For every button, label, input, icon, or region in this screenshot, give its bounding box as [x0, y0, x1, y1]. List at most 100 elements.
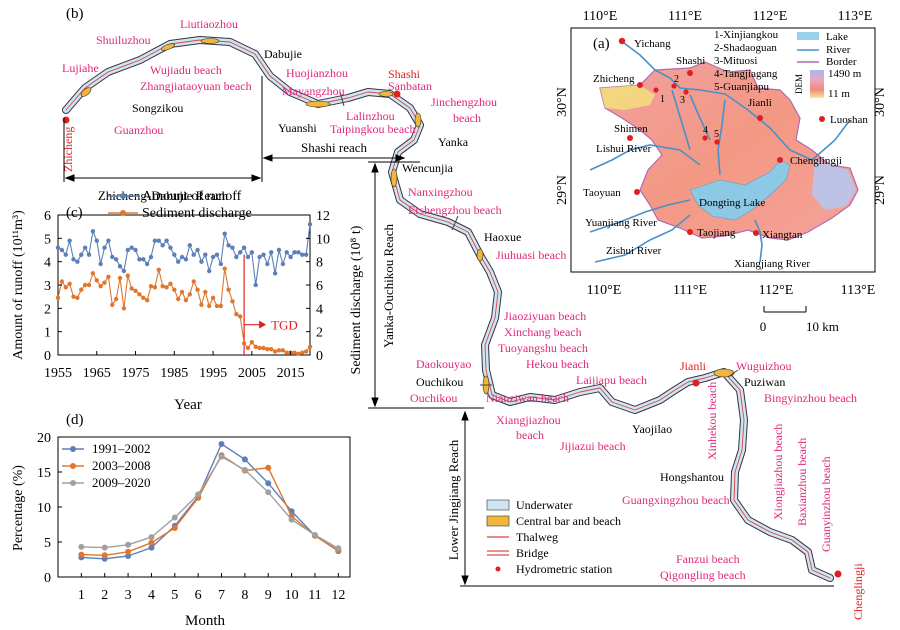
label-xiongjiazhou: Xiongjiazhou beach	[771, 424, 785, 520]
sediment-point	[238, 314, 243, 319]
bar-taipingkou	[414, 112, 422, 128]
legend-d-series2-label: 2003–2008	[92, 458, 151, 473]
shashi-station-dot	[393, 90, 401, 98]
label-ouchikou: Ouchikou	[416, 375, 463, 389]
sediment-point	[199, 302, 204, 308]
sediment-point	[141, 295, 146, 301]
lishui-river-line	[589, 144, 701, 171]
sediment-point	[269, 346, 274, 352]
runoff-point	[296, 250, 301, 255]
series-point-3	[335, 545, 342, 552]
station-2-number: 2	[674, 74, 679, 85]
map-top-tick-110: 110°E	[583, 9, 618, 24]
dem-min-label: 11 m	[828, 88, 850, 100]
shashi-reach-label: Shashi reach	[301, 140, 368, 155]
sediment-point	[148, 283, 154, 289]
river-legend-label: River	[826, 44, 851, 56]
series-point-3	[195, 491, 202, 498]
sediment-point	[179, 289, 185, 295]
sediment-point	[272, 349, 278, 354]
dem-colorbar	[810, 70, 824, 98]
station-3-dot	[683, 89, 689, 95]
underwater-label: Underwater	[516, 498, 573, 512]
runoff-point	[141, 257, 146, 262]
tgd-arrowhead	[259, 320, 267, 329]
runoff-point	[245, 254, 251, 260]
station-4-dot	[702, 135, 708, 141]
sediment-point	[164, 285, 169, 290]
sediment-point	[90, 271, 96, 276]
map-bottom-tick-110: 110°E	[587, 283, 622, 298]
map-top-tick-111: 111°E	[668, 9, 702, 24]
x-tick-label: 3	[125, 588, 132, 603]
chart-c-marks: TGD	[55, 222, 313, 357]
map-scale-bar: 0 10 km	[760, 306, 839, 334]
legend-sediment-label: Sediment discharge	[142, 206, 252, 221]
zd-arrowhead-right	[251, 174, 262, 182]
runoff-point	[288, 254, 293, 260]
river-black-labels: Dabujie Songzikou Yuanshi Yanka Wencunji…	[132, 47, 785, 484]
dem-label: DEM	[794, 74, 804, 94]
x-tick-label: 12	[331, 588, 345, 603]
series-point-2	[148, 539, 155, 546]
bar-sanbatan	[378, 91, 394, 97]
station-list-item: 1-Xinjiangkou	[714, 29, 779, 41]
runoff-point	[63, 252, 68, 257]
yuanjiang-river-line	[589, 199, 691, 233]
sediment-point	[59, 279, 65, 284]
legend-d-series1-label: 1991–2002	[92, 441, 151, 456]
series-point-3	[101, 544, 108, 551]
runoff-point	[90, 229, 96, 234]
legend-runoff-marker	[120, 193, 126, 199]
xiangjiang-river-line	[754, 219, 763, 263]
runoff-point	[110, 254, 115, 260]
runoff-point	[307, 222, 313, 227]
runoff-point	[191, 252, 196, 257]
yangtze-river-line	[619, 39, 851, 161]
series-point-1	[265, 480, 272, 487]
luoshan-label: Luoshan	[830, 114, 868, 126]
sediment-point	[75, 295, 80, 301]
runoff-point	[199, 259, 204, 264]
xiangjiang-river-label: Xiangjiang River	[734, 258, 810, 270]
label-jiaoziyuan: Jiaoziyuan beach	[504, 309, 586, 323]
runoff-point	[226, 243, 231, 248]
reach-markers	[63, 76, 834, 587]
runoff-point	[207, 268, 212, 274]
station-5-number: 5	[714, 129, 719, 140]
yanka-arrowhead-top	[371, 162, 379, 173]
sediment-point	[253, 344, 258, 350]
label-guangxingzhou: Guangxingzhou beach	[622, 493, 730, 507]
runoff-point	[98, 261, 103, 267]
bar-guanzhou	[80, 87, 92, 97]
map-bottom-tick-112: 112°E	[759, 283, 794, 298]
series-point-3	[218, 453, 225, 460]
label-sanbatan: Sanbatan	[388, 79, 432, 93]
sediment-point	[292, 350, 297, 355]
sediment-point	[257, 345, 262, 351]
label-haoxue: Haoxue	[484, 230, 521, 244]
y2-tick-label: 2	[316, 326, 323, 341]
zd-arrowhead-left	[64, 174, 75, 182]
zishui-river-line	[594, 214, 691, 263]
series-point-3	[125, 541, 132, 548]
label-zhangjia: Zhangjiataoyuan beach	[140, 79, 252, 93]
y-tick-label: 2	[44, 302, 51, 317]
sediment-point	[214, 303, 220, 309]
label-jiuhuasi: Jiuhuasi beach	[496, 248, 566, 262]
y-tick-label: 5	[44, 232, 51, 247]
bar-wujiadu	[161, 43, 175, 51]
sediment-point	[307, 344, 313, 350]
series-point-2	[171, 525, 178, 531]
x-tick-label: 9	[265, 588, 272, 603]
sediment-point	[98, 283, 103, 289]
sediment-point	[226, 287, 231, 292]
label-dabujie: Dabujie	[264, 47, 302, 61]
zishui-river-label: Zishui River	[606, 245, 662, 257]
runoff-point	[168, 245, 173, 250]
runoff-point	[125, 247, 130, 253]
y-tick-label: 0	[44, 349, 51, 364]
runoff-point	[292, 250, 297, 255]
panel-label-a: (a)	[593, 36, 610, 52]
label-chenglingji-station: Chenglingji	[851, 563, 865, 620]
